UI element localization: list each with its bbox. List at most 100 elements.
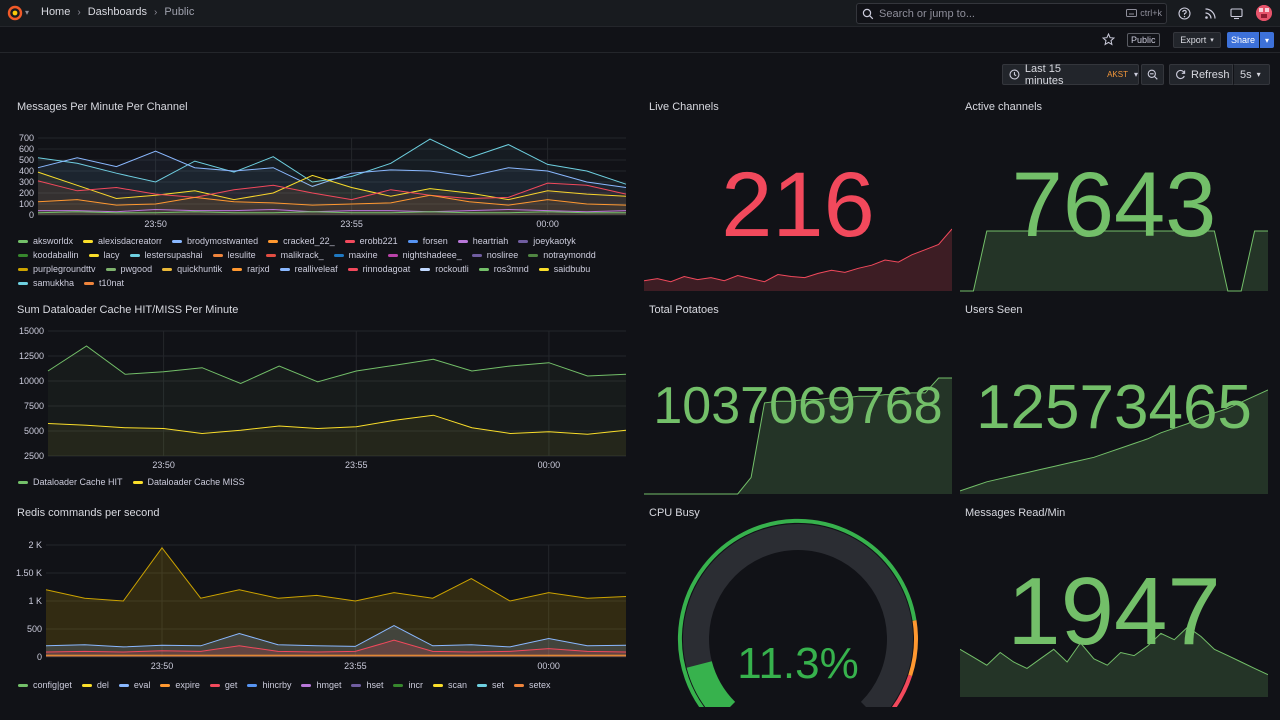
export-button[interactable]: Export ▾: [1173, 32, 1221, 48]
legend-item[interactable]: samukkha: [18, 278, 74, 288]
legend-item[interactable]: lacy: [88, 250, 120, 260]
series-line: [38, 208, 627, 213]
redis-commands-panel[interactable]: Redis commands per second 2 K 1.50 K 1 K 50…: [0, 507, 636, 693]
share-dropdown-button[interactable]: ▾: [1260, 32, 1274, 48]
legend-item[interactable]: rarjxd: [232, 264, 270, 274]
legend-swatch: [528, 253, 539, 257]
legend-item[interactable]: set: [477, 678, 504, 692]
zoom-out-button[interactable]: [1141, 64, 1164, 85]
total-potatoes-panel[interactable]: Total Potatoes 1037069768: [644, 304, 952, 496]
legend-item[interactable]: heartriah: [457, 236, 508, 246]
legend-item[interactable]: setex: [514, 678, 551, 692]
refresh-interval-picker[interactable]: 5s ▾: [1233, 64, 1270, 85]
panel-title: CPU Busy: [649, 507, 700, 519]
y-tick-label: 10000: [19, 376, 44, 386]
legend-swatch: [162, 267, 173, 271]
refresh-button[interactable]: Refresh: [1169, 64, 1233, 85]
legend-item[interactable]: malikrack_: [265, 250, 324, 260]
legend-item[interactable]: koodaballin: [18, 250, 79, 260]
legend-item[interactable]: maxine: [333, 250, 378, 260]
live-channels-panel[interactable]: Live Channels 216: [644, 101, 952, 293]
y-tick-label: 1.50 K: [16, 568, 42, 578]
legend-label: ros3mnd: [493, 264, 529, 274]
legend-label: hincrby: [262, 680, 292, 690]
legend-item[interactable]: hmget: [301, 678, 341, 692]
legend-item[interactable]: lesulite: [212, 250, 256, 260]
legend-item[interactable]: forsen: [407, 236, 448, 246]
legend-item[interactable]: del: [81, 678, 109, 692]
series-line: [37, 171, 627, 201]
legend-item[interactable]: eval: [118, 678, 150, 692]
star-icon[interactable]: [1102, 33, 1115, 46]
legend-label: brodymostwanted: [187, 236, 259, 246]
panel-title: Users Seen: [965, 304, 1023, 316]
legend-item[interactable]: Dataloader Cache HIT: [18, 475, 123, 489]
legend-swatch: [265, 253, 276, 257]
chevron-down-icon: ▾: [1133, 70, 1138, 79]
series-line: [45, 546, 627, 602]
chevron-right-icon: ›: [77, 6, 81, 18]
active-channels-panel[interactable]: Active channels 7643: [960, 101, 1268, 293]
legend-item[interactable]: hincrby: [247, 678, 291, 692]
legend-item[interactable]: realliveleaf: [279, 264, 338, 274]
legend-item[interactable]: aksworldx: [18, 236, 73, 246]
sparkline-area: [644, 229, 952, 291]
series-line: [37, 138, 627, 185]
dataloader-cache-panel[interactable]: Sum Dataloader Cache HIT/MISS Per Minute…: [0, 304, 636, 490]
legend-item[interactable]: nightshadeee_: [387, 250, 462, 260]
legend-item[interactable]: alexisdacreatorr: [83, 236, 162, 246]
help-icon[interactable]: [1178, 7, 1191, 20]
time-range-picker[interactable]: Last 15 minutes AKST ▾: [1002, 63, 1139, 87]
tv-kiosk-icon[interactable]: [1230, 7, 1243, 20]
legend-item[interactable]: notraymondd: [528, 250, 596, 260]
rss-news-icon[interactable]: [1204, 7, 1217, 20]
series-line: [45, 625, 627, 648]
legend-item[interactable]: quickhuntik: [162, 264, 222, 274]
user-avatar[interactable]: [1256, 5, 1272, 21]
legend-item[interactable]: scan: [433, 678, 467, 692]
legend-swatch: [471, 253, 482, 257]
legend-swatch: [301, 683, 312, 687]
legend-swatch: [88, 253, 99, 257]
users-seen-sparkline: [960, 389, 1268, 494]
legend-item[interactable]: incr: [393, 678, 423, 692]
legend-item[interactable]: Dataloader Cache MISS: [132, 475, 245, 489]
legend-label: get: [224, 680, 238, 690]
legend-item[interactable]: brodymostwanted: [172, 236, 258, 246]
legend-item[interactable]: hset: [351, 678, 383, 692]
legend-item[interactable]: nosliree: [471, 250, 518, 260]
legend-item[interactable]: get: [209, 678, 238, 692]
legend-item[interactable]: rockoutli: [420, 264, 469, 274]
messages-per-minute-panel[interactable]: Messages Per Minute Per Channel 700 600 50…: [0, 101, 636, 291]
share-button[interactable]: Share: [1227, 32, 1259, 48]
series-line: [37, 194, 627, 206]
legend-item[interactable]: lestersupashai: [129, 250, 203, 260]
legend-item[interactable]: cracked_22_: [268, 236, 335, 246]
legend-item[interactable]: joeykaotyk: [518, 236, 576, 246]
cpu-busy-panel[interactable]: CPU Busy 11.3%: [644, 507, 952, 707]
breadcrumb-home[interactable]: Home: [41, 6, 71, 18]
legend-label: koodaballin: [33, 250, 79, 260]
legend-item[interactable]: rinnodagoat: [347, 264, 410, 274]
legend-item[interactable]: ros3mnd: [478, 264, 529, 274]
legend-item[interactable]: purplegroundttv: [18, 264, 96, 274]
search-input[interactable]: Search or jump to... ctrl+k: [856, 3, 1167, 24]
legend-swatch: [232, 267, 243, 271]
legend-swatch: [172, 239, 183, 243]
legend-item[interactable]: erobb221: [344, 236, 398, 246]
users-seen-panel[interactable]: Users Seen 12573465: [960, 304, 1268, 496]
legend-label: samukkha: [33, 278, 75, 288]
chevron-down-icon[interactable]: ▾: [25, 8, 30, 17]
panel-title: Redis commands per second: [17, 507, 160, 519]
legend-item[interactable]: t10nat: [84, 278, 124, 288]
legend-item[interactable]: expire: [160, 678, 200, 692]
legend-item[interactable]: pwgood: [105, 264, 152, 274]
legend-swatch: [18, 683, 28, 687]
legend-item[interactable]: saidbubu: [538, 264, 590, 274]
breadcrumb-dashboards[interactable]: Dashboards: [87, 6, 148, 18]
y-tick-label: 500: [19, 155, 34, 165]
grafana-logo-icon[interactable]: [7, 5, 23, 21]
legend-item[interactable]: config|get: [18, 678, 72, 692]
messages-read-panel[interactable]: Messages Read/Min 1947: [960, 507, 1268, 699]
series-line: [45, 639, 627, 653]
